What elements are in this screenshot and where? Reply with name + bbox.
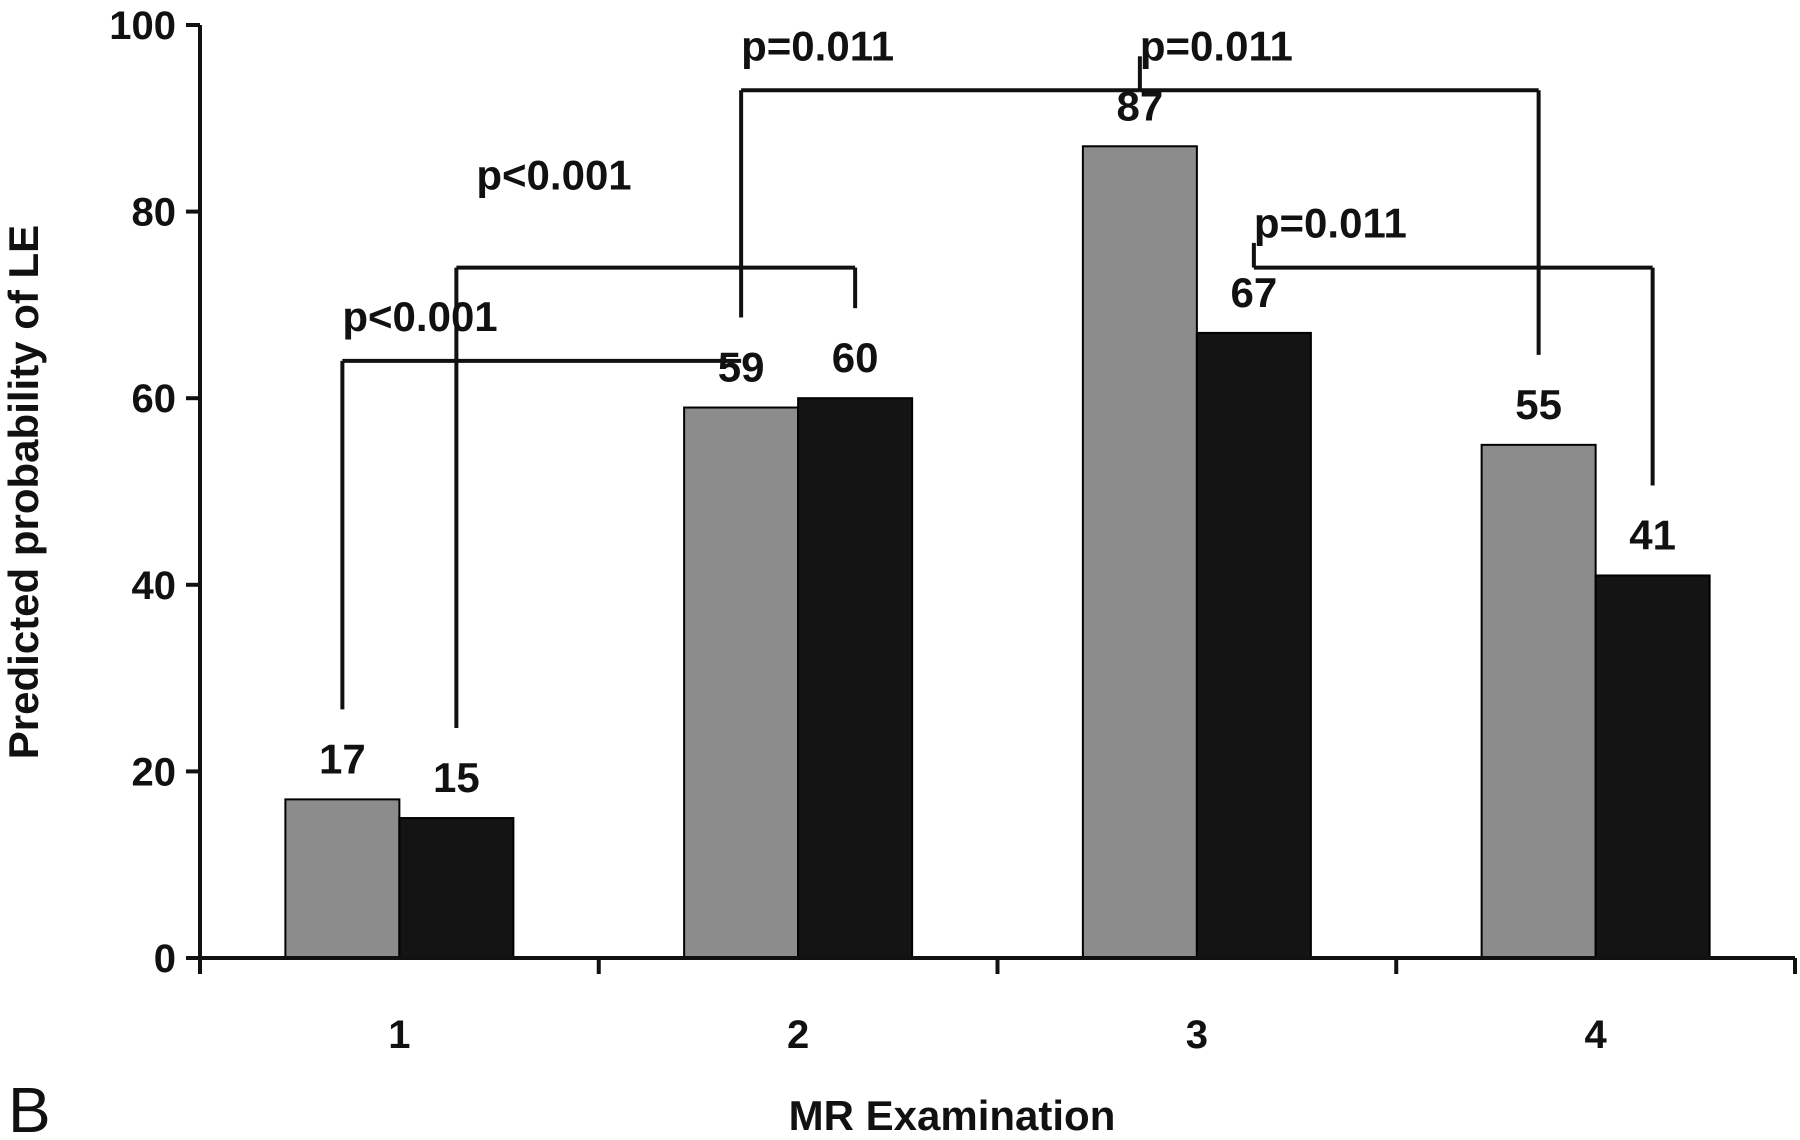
p-value-labels: p<0.001 p<0.001 p=0.011 p=0.011 p=0.011 bbox=[342, 22, 1406, 340]
data-label: 41 bbox=[1629, 511, 1676, 558]
y-tick-label: 20 bbox=[132, 750, 177, 794]
data-labels: 17 59 87 55 15 60 67 41 bbox=[319, 82, 1676, 801]
panel-letter: B bbox=[8, 1074, 51, 1140]
bars bbox=[284, 145, 1711, 960]
x-tick-label: 2 bbox=[787, 1013, 809, 1057]
bar-series2-cat2 bbox=[797, 397, 914, 959]
x-tick-label: 4 bbox=[1585, 1013, 1608, 1057]
data-label: 60 bbox=[832, 334, 879, 381]
p-value-label: p=0.011 bbox=[1254, 200, 1407, 247]
p-value-label: p=0.011 bbox=[741, 22, 894, 69]
y-tick-label: 40 bbox=[132, 564, 177, 608]
data-label: 87 bbox=[1117, 82, 1164, 129]
data-label: 67 bbox=[1231, 269, 1278, 316]
bar-series2-cat1 bbox=[398, 817, 515, 959]
data-label: 15 bbox=[433, 754, 480, 801]
bar-series2-cat3 bbox=[1195, 331, 1312, 959]
x-axis-title: MR Examination bbox=[789, 1092, 1116, 1139]
y-tick-label: 80 bbox=[132, 191, 177, 235]
bar-series1-cat3 bbox=[1081, 145, 1198, 960]
significance-brackets bbox=[340, 56, 1655, 729]
bar-series1-cat2 bbox=[683, 406, 800, 959]
bar-series1-cat4 bbox=[1480, 443, 1597, 960]
y-tick-label: 0 bbox=[154, 937, 176, 981]
x-ticks: 1 2 3 4 bbox=[198, 958, 1797, 1057]
p-value-label: p<0.001 bbox=[476, 152, 631, 199]
bar-series1-cat1 bbox=[284, 798, 401, 960]
p-value-label: p<0.001 bbox=[342, 293, 497, 340]
y-tick-label: 60 bbox=[132, 377, 177, 421]
data-label: 17 bbox=[319, 735, 366, 782]
data-label: 55 bbox=[1515, 381, 1562, 428]
y-ticks: 0 20 40 60 80 100 bbox=[109, 4, 200, 981]
x-tick-label: 3 bbox=[1186, 1013, 1208, 1057]
x-tick-label: 1 bbox=[388, 1013, 410, 1057]
y-axis-title: Predicted probability of LE bbox=[0, 225, 47, 759]
data-label: 59 bbox=[718, 344, 765, 391]
y-tick-label: 100 bbox=[109, 4, 176, 48]
bar-series2-cat4 bbox=[1594, 574, 1711, 959]
p-value-label: p=0.011 bbox=[1140, 22, 1293, 69]
